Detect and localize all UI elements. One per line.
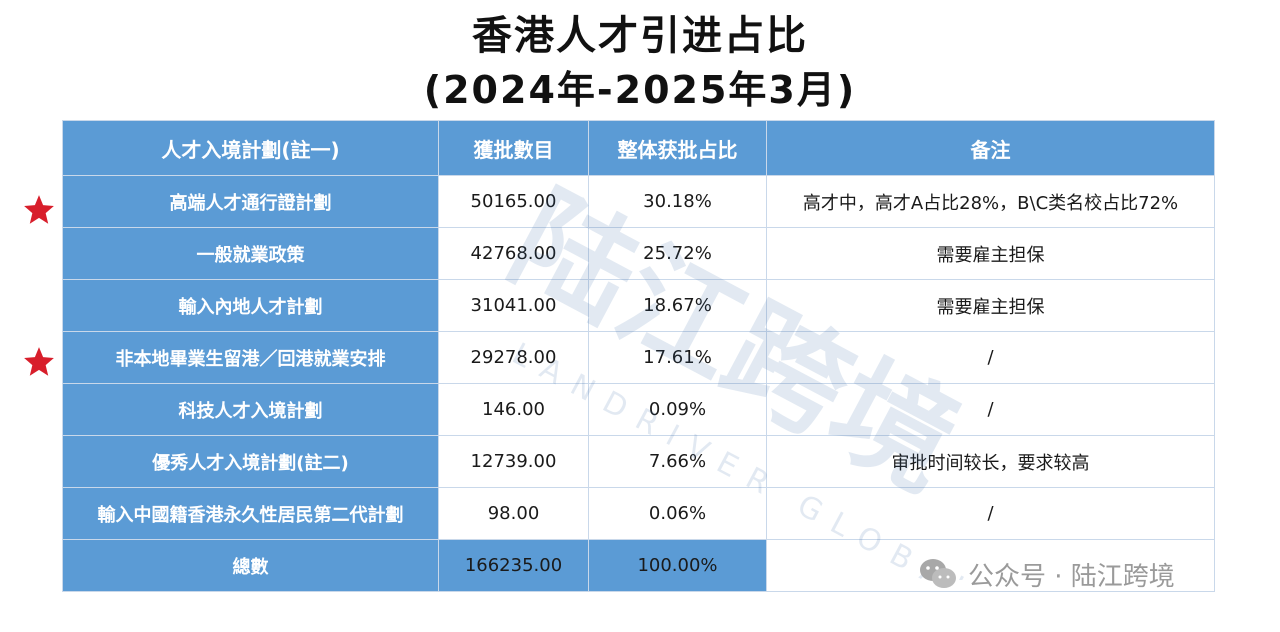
footer-watermark: 公众号 · 陆江跨境 (918, 554, 1175, 594)
row-note: / (766, 331, 1215, 384)
talent-table: 人才入境計劃(註一) 獲批數目 整体获批占比 备注 高端人才通行證計劃 5016… (62, 120, 1215, 592)
table-row: 一般就業政策 42768.00 25.72% 需要雇主担保 (62, 227, 1215, 280)
table-row: 科技人才入境計劃 146.00 0.09% / (62, 383, 1215, 436)
row-scheme-name: 高端人才通行證計劃 (62, 175, 439, 228)
row-scheme-name: 優秀人才入境計劃(註二) (62, 435, 439, 488)
row-share: 0.06% (588, 487, 767, 540)
row-note: 需要雇主担保 (766, 227, 1215, 280)
table-row: 高端人才通行證計劃 50165.00 30.18% 高才中，高才A占比28%，B… (62, 175, 1215, 228)
row-share: 0.09% (588, 383, 767, 436)
table-total-row: 總數 166235.00 100.00% (62, 539, 1215, 592)
row-share: 18.67% (588, 279, 767, 332)
row-scheme-name: 輸入中國籍香港永久性居民第二代計劃 (62, 487, 439, 540)
row-count: 29278.00 (438, 331, 589, 384)
page-subtitle: (2024年-2025年3月) (423, 68, 857, 112)
wechat-icon (920, 559, 956, 588)
row-note: / (766, 383, 1215, 436)
row-note: 审批时间较长，要求较高 (766, 435, 1215, 488)
row-count: 42768.00 (438, 227, 589, 280)
row-count: 98.00 (438, 487, 589, 540)
star-icon (22, 345, 56, 379)
row-count: 31041.00 (438, 279, 589, 332)
row-scheme-name: 非本地畢業生留港／回港就業安排 (62, 331, 439, 384)
total-share: 100.00% (588, 539, 767, 592)
row-scheme-name: 科技人才入境計劃 (62, 383, 439, 436)
footer-text: 公众号 · 陆江跨境 (968, 561, 1175, 592)
row-share: 25.72% (588, 227, 767, 280)
star-icon (22, 193, 56, 227)
table-row: 優秀人才入境計劃(註二) 12739.00 7.66% 审批时间较长，要求较高 (62, 435, 1215, 488)
total-label: 總數 (62, 539, 439, 592)
row-count: 50165.00 (438, 175, 589, 228)
row-count: 146.00 (438, 383, 589, 436)
row-note: / (766, 487, 1215, 540)
table-row: 輸入中國籍香港永久性居民第二代計劃 98.00 0.06% / (62, 487, 1215, 540)
total-note (766, 539, 1215, 592)
header-approved-count: 獲批數目 (438, 120, 589, 176)
row-share: 30.18% (588, 175, 767, 228)
header-scheme: 人才入境計劃(註一) (62, 120, 439, 176)
page-title: 香港人才引进占比 (472, 13, 808, 59)
table-row: 非本地畢業生留港／回港就業安排 29278.00 17.61% / (62, 331, 1215, 384)
row-share: 7.66% (588, 435, 767, 488)
row-share: 17.61% (588, 331, 767, 384)
total-count: 166235.00 (438, 539, 589, 592)
row-scheme-name: 一般就業政策 (62, 227, 439, 280)
row-count: 12739.00 (438, 435, 589, 488)
table-row: 輸入內地人才計劃 31041.00 18.67% 需要雇主担保 (62, 279, 1215, 332)
table-header-row: 人才入境計劃(註一) 獲批數目 整体获批占比 备注 (62, 120, 1215, 176)
row-note: 需要雇主担保 (766, 279, 1215, 332)
row-note: 高才中，高才A占比28%，B\C类名校占比72% (766, 175, 1215, 228)
header-note: 备注 (766, 120, 1215, 176)
row-scheme-name: 輸入內地人才計劃 (62, 279, 439, 332)
header-share: 整体获批占比 (588, 120, 767, 176)
